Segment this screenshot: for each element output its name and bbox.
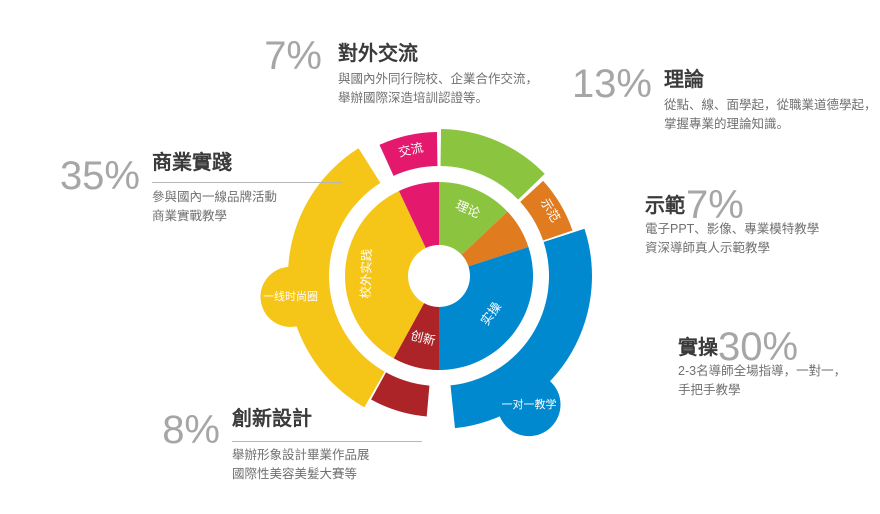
svg-text:校外实践: 校外实践 (358, 248, 375, 299)
svg-text:一线时尚圈: 一线时尚圈 (263, 289, 318, 303)
svg-text:一对一教学: 一对一教学 (502, 397, 557, 411)
